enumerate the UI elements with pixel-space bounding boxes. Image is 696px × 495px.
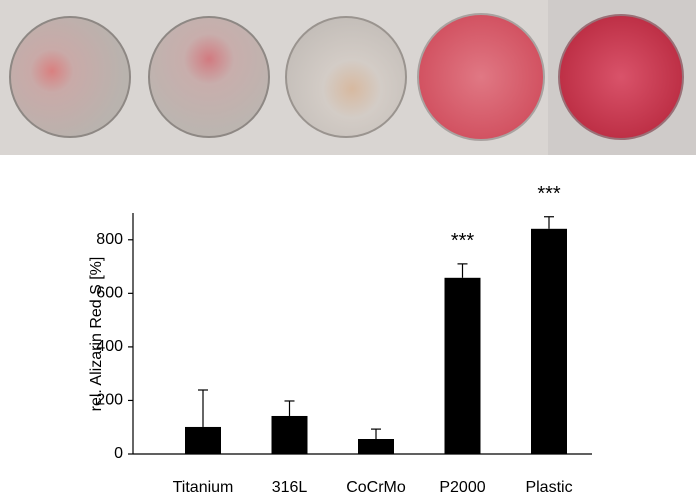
y-tick-label: 400 bbox=[96, 338, 123, 355]
disc bbox=[148, 16, 270, 138]
disc bbox=[9, 16, 131, 138]
y-tick-label: 600 bbox=[96, 285, 123, 302]
y-tick-label: 800 bbox=[96, 231, 123, 248]
bar bbox=[358, 439, 394, 454]
y-tick-label: 200 bbox=[96, 392, 123, 409]
x-tick-label: P2000 bbox=[439, 479, 485, 495]
bar bbox=[531, 228, 567, 454]
x-tick-label: CoCrMo bbox=[346, 479, 406, 495]
y-tick-label: 0 bbox=[114, 445, 123, 462]
y-axis-label: rel. Alizarin Red S [%] bbox=[88, 257, 105, 412]
disc bbox=[417, 13, 545, 141]
photo bbox=[0, 0, 696, 155]
bar bbox=[185, 426, 221, 454]
bar bbox=[444, 277, 481, 454]
disc bbox=[558, 14, 684, 140]
x-tick-label: 316L bbox=[272, 479, 308, 495]
x-tick-label: Plastic bbox=[525, 479, 572, 495]
bar bbox=[271, 415, 308, 454]
significance-label: *** bbox=[451, 230, 475, 252]
significance-label: *** bbox=[537, 183, 561, 205]
disc bbox=[285, 16, 407, 138]
x-tick-label: Titanium bbox=[173, 479, 234, 495]
